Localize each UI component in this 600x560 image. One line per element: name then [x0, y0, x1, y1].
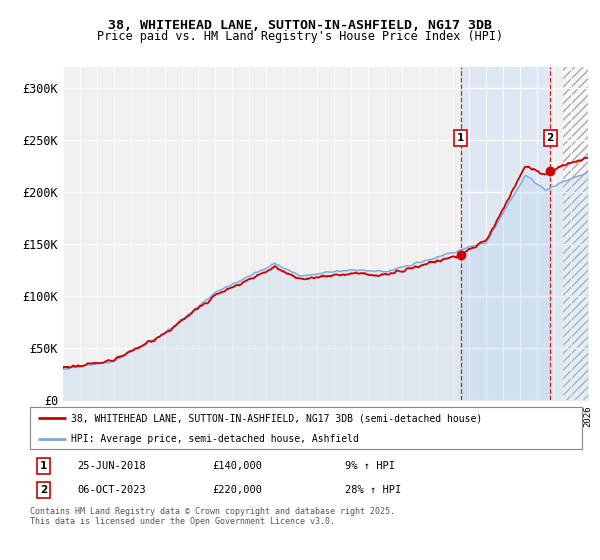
Bar — [563, 67, 596, 400]
Text: 28% ↑ HPI: 28% ↑ HPI — [344, 485, 401, 495]
Text: 06-OCT-2023: 06-OCT-2023 — [77, 485, 146, 495]
Text: 38, WHITEHEAD LANE, SUTTON-IN-ASHFIELD, NG17 3DB: 38, WHITEHEAD LANE, SUTTON-IN-ASHFIELD, … — [108, 18, 492, 32]
Bar — [461, 67, 550, 400]
Text: 25-JUN-2018: 25-JUN-2018 — [77, 461, 146, 471]
Text: 38, WHITEHEAD LANE, SUTTON-IN-ASHFIELD, NG17 3DB (semi-detached house): 38, WHITEHEAD LANE, SUTTON-IN-ASHFIELD, … — [71, 413, 482, 423]
Text: HPI: Average price, semi-detached house, Ashfield: HPI: Average price, semi-detached house,… — [71, 433, 359, 444]
Text: £140,000: £140,000 — [212, 461, 262, 471]
Text: Contains HM Land Registry data © Crown copyright and database right 2025.
This d: Contains HM Land Registry data © Crown c… — [30, 507, 395, 526]
Text: 1: 1 — [457, 133, 464, 143]
Text: 2: 2 — [40, 485, 47, 495]
Text: £220,000: £220,000 — [212, 485, 262, 495]
Text: 1: 1 — [40, 461, 47, 471]
Text: 9% ↑ HPI: 9% ↑ HPI — [344, 461, 395, 471]
Bar — [563, 67, 596, 400]
Text: Price paid vs. HM Land Registry's House Price Index (HPI): Price paid vs. HM Land Registry's House … — [97, 30, 503, 43]
Bar — [563, 67, 596, 400]
Text: 2: 2 — [547, 133, 554, 143]
